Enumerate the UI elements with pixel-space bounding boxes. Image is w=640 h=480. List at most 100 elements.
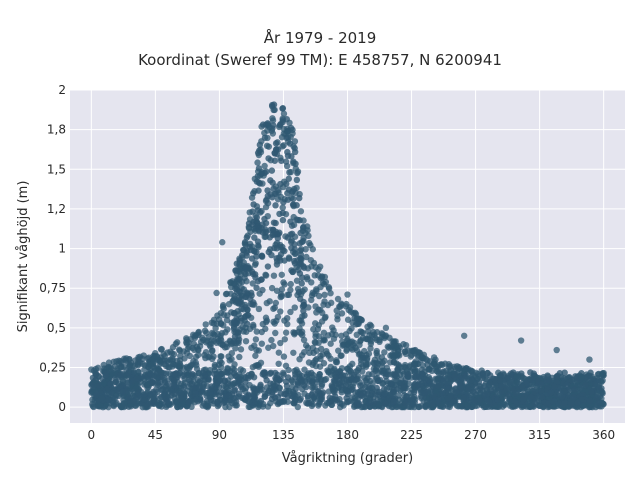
data-point	[300, 382, 308, 389]
outlier-point	[344, 291, 351, 298]
data-point	[241, 240, 249, 247]
data-point	[261, 393, 269, 400]
data-point	[218, 370, 225, 377]
data-point	[295, 289, 303, 296]
data-point	[391, 352, 398, 360]
data-point	[311, 290, 318, 297]
data-point	[397, 380, 405, 387]
data-point	[230, 323, 238, 330]
data-point	[327, 340, 334, 347]
data-point	[125, 370, 132, 377]
data-point	[277, 339, 284, 347]
data-point	[268, 284, 276, 292]
data-point	[236, 376, 243, 384]
y-tick-label: 2	[58, 83, 66, 97]
data-point	[270, 305, 277, 312]
data-point	[367, 338, 375, 345]
data-point	[367, 345, 374, 352]
data-point	[352, 344, 359, 352]
data-point	[284, 190, 291, 197]
data-point	[172, 361, 179, 369]
data-point	[592, 380, 599, 388]
data-point	[244, 232, 251, 239]
data-point	[298, 372, 305, 380]
data-point	[288, 244, 295, 252]
data-point	[261, 129, 268, 137]
data-point	[393, 342, 400, 350]
outlier-point	[460, 332, 468, 339]
data-point	[560, 374, 568, 382]
data-point	[320, 335, 327, 343]
data-point	[274, 371, 281, 379]
data-point	[274, 313, 282, 321]
data-point	[296, 240, 304, 247]
data-point	[163, 370, 170, 377]
data-point	[243, 320, 251, 328]
data-point	[214, 398, 221, 406]
data-point	[281, 317, 288, 324]
data-point	[141, 362, 149, 369]
data-point	[506, 395, 513, 403]
data-point	[278, 271, 285, 278]
data-point	[357, 337, 364, 344]
data-point	[433, 367, 440, 375]
data-point	[246, 216, 254, 223]
data-point	[287, 280, 294, 288]
data-point	[263, 168, 270, 175]
data-point	[507, 370, 515, 377]
data-point	[231, 280, 238, 287]
data-point	[268, 167, 276, 174]
data-point	[248, 370, 255, 378]
data-point	[337, 303, 344, 310]
data-point	[209, 355, 216, 363]
data-point	[89, 402, 97, 410]
data-point	[288, 392, 295, 400]
data-point	[202, 348, 210, 356]
data-point	[186, 352, 194, 360]
data-point	[563, 381, 570, 389]
data-point	[358, 392, 365, 399]
y-tick-label: 1,2	[47, 202, 66, 216]
data-point	[569, 396, 576, 403]
data-point	[238, 284, 245, 292]
data-point	[254, 278, 262, 285]
data-point	[322, 278, 330, 286]
data-point	[429, 383, 437, 390]
data-point	[293, 216, 300, 223]
data-point	[250, 201, 257, 208]
data-point	[417, 402, 425, 410]
data-point	[460, 394, 467, 401]
data-point	[573, 374, 581, 381]
data-point	[262, 314, 270, 321]
data-point	[206, 394, 213, 401]
data-point	[264, 192, 272, 200]
data-point	[221, 377, 229, 384]
data-point	[303, 223, 311, 230]
chart-title: År 1979 - 2019	[263, 29, 377, 47]
data-point	[544, 373, 552, 380]
data-point	[255, 361, 262, 369]
data-point	[223, 290, 230, 297]
data-point	[257, 397, 265, 405]
x-tick-label: 0	[88, 428, 96, 442]
data-point	[270, 342, 277, 350]
data-point	[400, 384, 407, 392]
y-tick-label: 1,5	[47, 162, 66, 176]
x-tick-label: 270	[464, 428, 487, 442]
data-point	[318, 318, 326, 325]
data-point	[216, 392, 223, 399]
data-point	[196, 378, 204, 385]
data-point	[287, 286, 294, 294]
data-point	[214, 379, 221, 386]
data-point	[194, 351, 202, 359]
data-point	[392, 372, 399, 379]
data-point	[145, 354, 153, 361]
data-point	[277, 180, 284, 188]
data-point	[258, 340, 265, 347]
data-point	[333, 396, 341, 404]
data-point	[321, 291, 328, 299]
data-point	[210, 320, 217, 327]
data-point	[374, 377, 382, 385]
data-point	[258, 328, 265, 336]
